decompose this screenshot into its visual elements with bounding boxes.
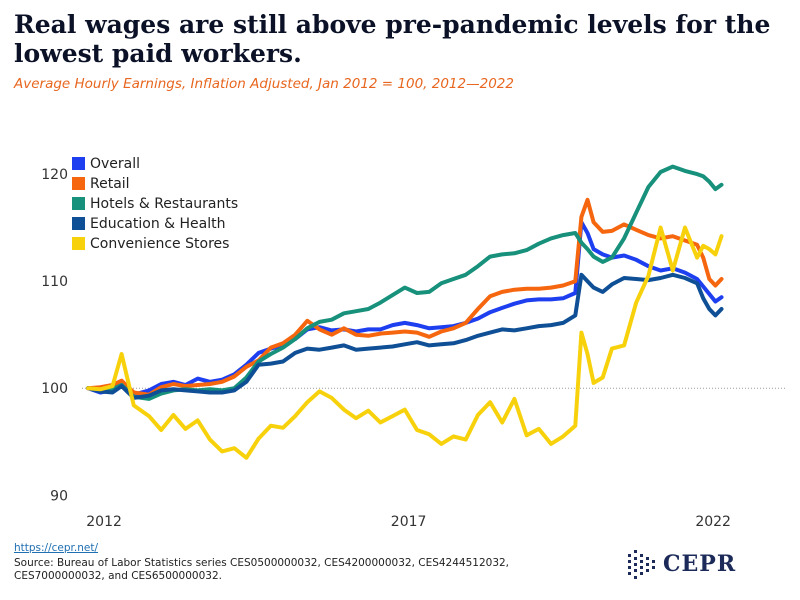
legend-label: Overall xyxy=(90,156,140,172)
legend-label: Retail xyxy=(90,176,130,192)
chart-lines xyxy=(86,164,724,460)
legend-label: Hotels & Restaurants xyxy=(90,196,238,212)
cepr-link[interactable]: https://cepr.net/ xyxy=(14,542,98,554)
legend-swatch xyxy=(72,237,85,250)
series-line-overall xyxy=(86,220,724,397)
footer: https://cepr.net/ Source: Bureau of Labo… xyxy=(14,542,574,583)
y-tick-label: 110 xyxy=(41,274,68,290)
x-tick-label: 2017 xyxy=(391,514,427,530)
y-tick-label: 90 xyxy=(50,488,68,504)
legend-label: Education & Health xyxy=(90,216,226,232)
series-line-retail xyxy=(86,197,724,397)
chart-title: Real wages are still above pre-pandemic … xyxy=(14,10,771,68)
legend-swatch xyxy=(72,177,85,190)
series-line-education-health xyxy=(86,272,724,400)
legend-swatch xyxy=(72,197,85,210)
source-note: Source: Bureau of Labor Statistics serie… xyxy=(14,557,510,582)
chart-axes: 90 100 110 120 2012 2017 2022 xyxy=(41,167,785,530)
legend-swatch xyxy=(72,217,85,230)
x-tick-label: 2022 xyxy=(695,514,731,530)
logo-text: CEPR xyxy=(663,551,737,577)
y-tick-label: 120 xyxy=(41,167,68,183)
chart-subtitle: Average Hourly Earnings, Inflation Adjus… xyxy=(14,76,514,92)
cepr-logo-icon xyxy=(628,550,655,579)
y-tick-label: 100 xyxy=(41,381,68,397)
x-tick-label: 2012 xyxy=(86,514,122,530)
series-line-convenience-stores xyxy=(86,225,724,460)
chart-legend: Overall Retail Hotels & Restaurants Educati… xyxy=(72,156,238,252)
legend-label: Convenience Stores xyxy=(90,236,229,252)
legend-swatch xyxy=(72,157,85,170)
